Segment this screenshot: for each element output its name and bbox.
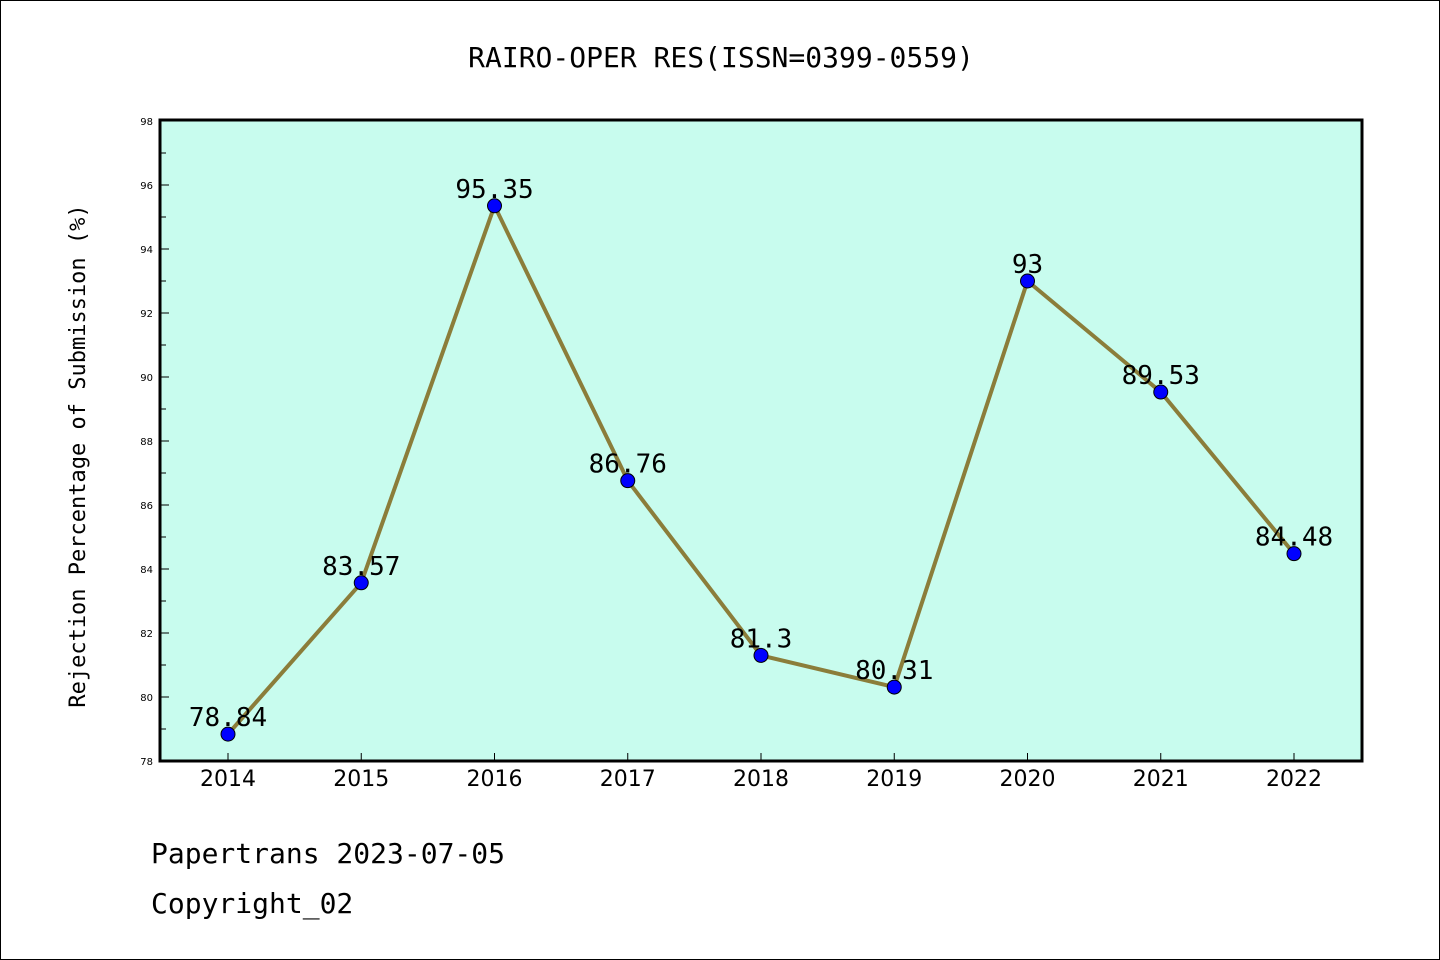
data-label: 86.76 [589,450,667,480]
x-tick-label: 2018 [733,767,789,792]
y-tick-label: 80 [140,693,153,704]
data-label: 89.53 [1122,361,1200,391]
data-point [1286,546,1302,562]
data-label: 83.57 [322,552,400,582]
footer-date-text: Papertrans 2023-07-05 [151,837,506,870]
y-tick-label: 94 [140,245,153,256]
x-tick-label: 2021 [1133,767,1189,792]
data-point [753,647,769,663]
data-point [1153,384,1169,400]
x-tick-label: 2016 [467,767,523,792]
data-point [353,575,369,591]
data-markers [220,198,1302,742]
y-tick-label: 82 [140,629,153,640]
data-label: 80.31 [855,656,933,686]
y-tick-label: 86 [140,501,153,512]
x-tick-label: 2014 [200,767,256,792]
x-tick-label: 2015 [333,767,389,792]
plot-area [158,118,1364,763]
data-point [220,726,236,742]
y-tick-label: 90 [140,373,153,384]
y-tick-label: 92 [140,309,153,320]
data-label: 93 [1012,250,1043,280]
y-tick-label: 88 [140,437,153,448]
data-point [620,473,636,489]
data-label: 78.84 [189,703,267,733]
data-label: 95.35 [455,175,533,205]
y-axis-label: Rejection Percentage of Submission (%) [66,204,91,707]
data-label: 84.48 [1255,523,1333,553]
y-tick-label: 96 [140,181,153,192]
data-label: 81.3 [730,624,793,654]
data-point [487,198,502,214]
data-labels: 78.84 83.57 95.35 86.76 81.3 80.31 93 89.53 84.4… [189,175,1333,733]
x-axis-ticks: 2014 2015 2016 2017 2018 2019 2020 2021 2022 [200,753,1322,792]
data-point [886,679,902,695]
x-tick-label: 2020 [1000,767,1056,792]
data-point [1020,273,1035,289]
y-tick-label: 78 [140,757,153,768]
x-tick-label: 2022 [1266,767,1322,792]
x-tick-label: 2019 [866,767,922,792]
chart-title: RAIRO-OPER RES(ISSN=0399-0559) [468,41,974,74]
y-tick-label: 84 [140,565,153,576]
x-tick-label: 2017 [600,767,656,792]
y-tick-label: 98 [140,117,153,128]
footer-copyright-text: Copyright_02 [151,887,354,920]
y-axis-ticks: 78 80 82 84 86 88 90 92 94 96 98 [140,117,169,768]
